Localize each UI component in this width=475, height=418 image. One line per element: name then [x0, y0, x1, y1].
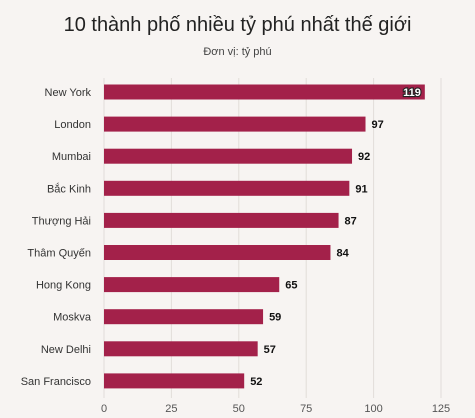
data-label: 52 — [250, 376, 262, 388]
category-label: Moskva — [53, 312, 92, 324]
x-tick-label: 25 — [165, 403, 177, 415]
bar — [104, 212, 339, 228]
chart-subtitle: Đơn vị: tỷ phú — [203, 46, 272, 58]
data-label: 57 — [264, 344, 276, 356]
bar — [104, 180, 350, 196]
bar — [104, 84, 425, 100]
bar — [104, 245, 331, 260]
category-label: New York — [45, 87, 92, 99]
data-label: 84 — [336, 248, 349, 260]
bar — [104, 341, 258, 357]
x-tick-label: 125 — [432, 403, 450, 415]
bar — [104, 309, 264, 325]
category-label: London — [54, 119, 91, 131]
data-label: 92 — [358, 151, 370, 163]
bar — [104, 373, 245, 389]
x-tick-label: 0 — [101, 403, 107, 415]
bar — [104, 148, 353, 164]
chart-title: 10 thành phố nhiều tỷ phú nhất thế giới — [63, 14, 412, 36]
x-tick-label: 50 — [233, 403, 245, 415]
data-label: 91 — [355, 183, 367, 195]
bar — [104, 116, 366, 132]
data-label: 59 — [269, 312, 281, 324]
x-tick-label: 100 — [364, 403, 382, 415]
category-label: Thượng Hải — [32, 215, 91, 227]
data-label: 97 — [372, 119, 384, 131]
category-label: Hong Kong — [36, 280, 91, 292]
category-label: Mumbai — [52, 151, 91, 163]
category-label: Bắc Kinh — [47, 182, 91, 195]
bar — [104, 277, 280, 293]
data-label: 87 — [345, 215, 357, 227]
x-tick-label: 75 — [300, 403, 312, 415]
data-label: 119 — [403, 87, 421, 99]
category-label: Thâm Quyến — [27, 248, 91, 260]
category-label: New Delhi — [41, 344, 91, 356]
category-label: San Francisco — [21, 376, 91, 388]
data-label: 65 — [285, 280, 297, 292]
